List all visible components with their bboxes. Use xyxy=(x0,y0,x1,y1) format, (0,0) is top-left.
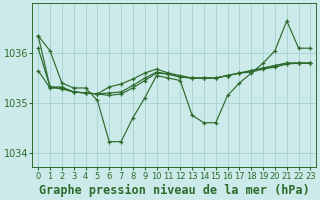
X-axis label: Graphe pression niveau de la mer (hPa): Graphe pression niveau de la mer (hPa) xyxy=(39,183,310,197)
